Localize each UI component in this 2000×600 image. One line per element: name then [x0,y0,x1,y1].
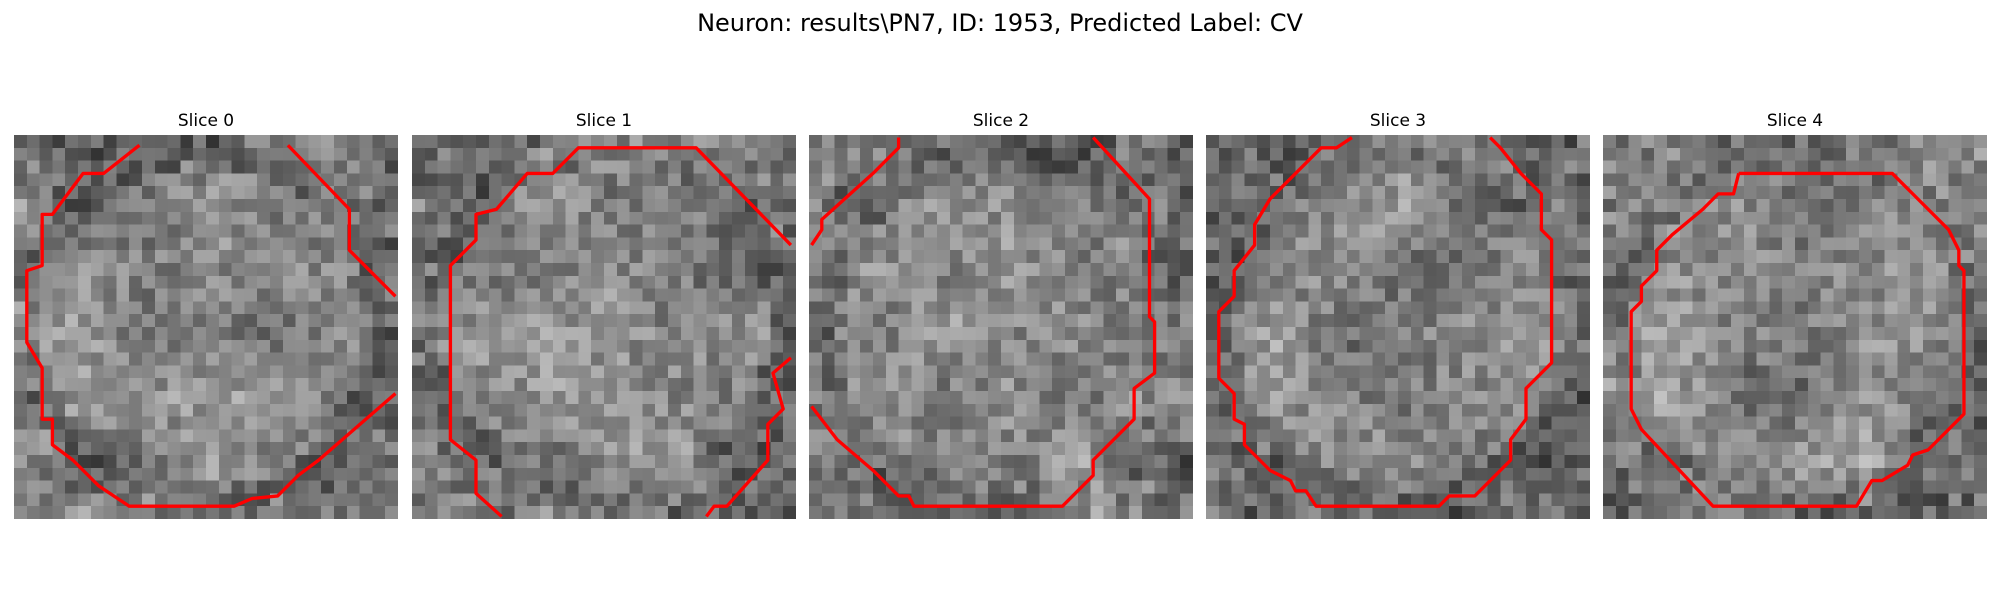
slice-image [1206,135,1590,519]
slice-panel-0: Slice 0 [14,110,398,520]
slice-title: Slice 3 [1369,111,1427,131]
contour-line [286,144,397,298]
slice-panel-4: Slice 4 [1603,110,1987,520]
pixel-grid [1206,135,1590,519]
slice-panel-3: Slice 3 [1206,110,1590,520]
figure-title: Neuron: results\PN7, ID: 1953, Predicted… [697,9,1303,37]
slice-title: Slice 0 [177,111,235,131]
contour-line [448,146,793,518]
pixel-grid [412,135,796,519]
slice-title: Slice 1 [575,111,633,131]
contour-line [1629,171,1966,508]
slice-title: Slice 4 [1766,111,1824,131]
contour-line [705,356,792,518]
contour-line [1217,136,1554,508]
contour-line [25,143,397,508]
slice-image [14,135,398,519]
slice-panel-2: Slice 2 [809,110,1193,520]
slice-image [412,135,796,519]
pixel-grid [1603,135,1987,519]
pixel-grid [14,135,398,519]
slice-image [1603,135,1987,519]
pixel-grid [809,135,1193,519]
contour-line [810,136,1157,508]
slice-panel-1: Slice 1 [412,110,796,520]
slice-title: Slice 2 [972,111,1030,131]
slice-image [809,135,1193,519]
contour-line [810,137,901,247]
